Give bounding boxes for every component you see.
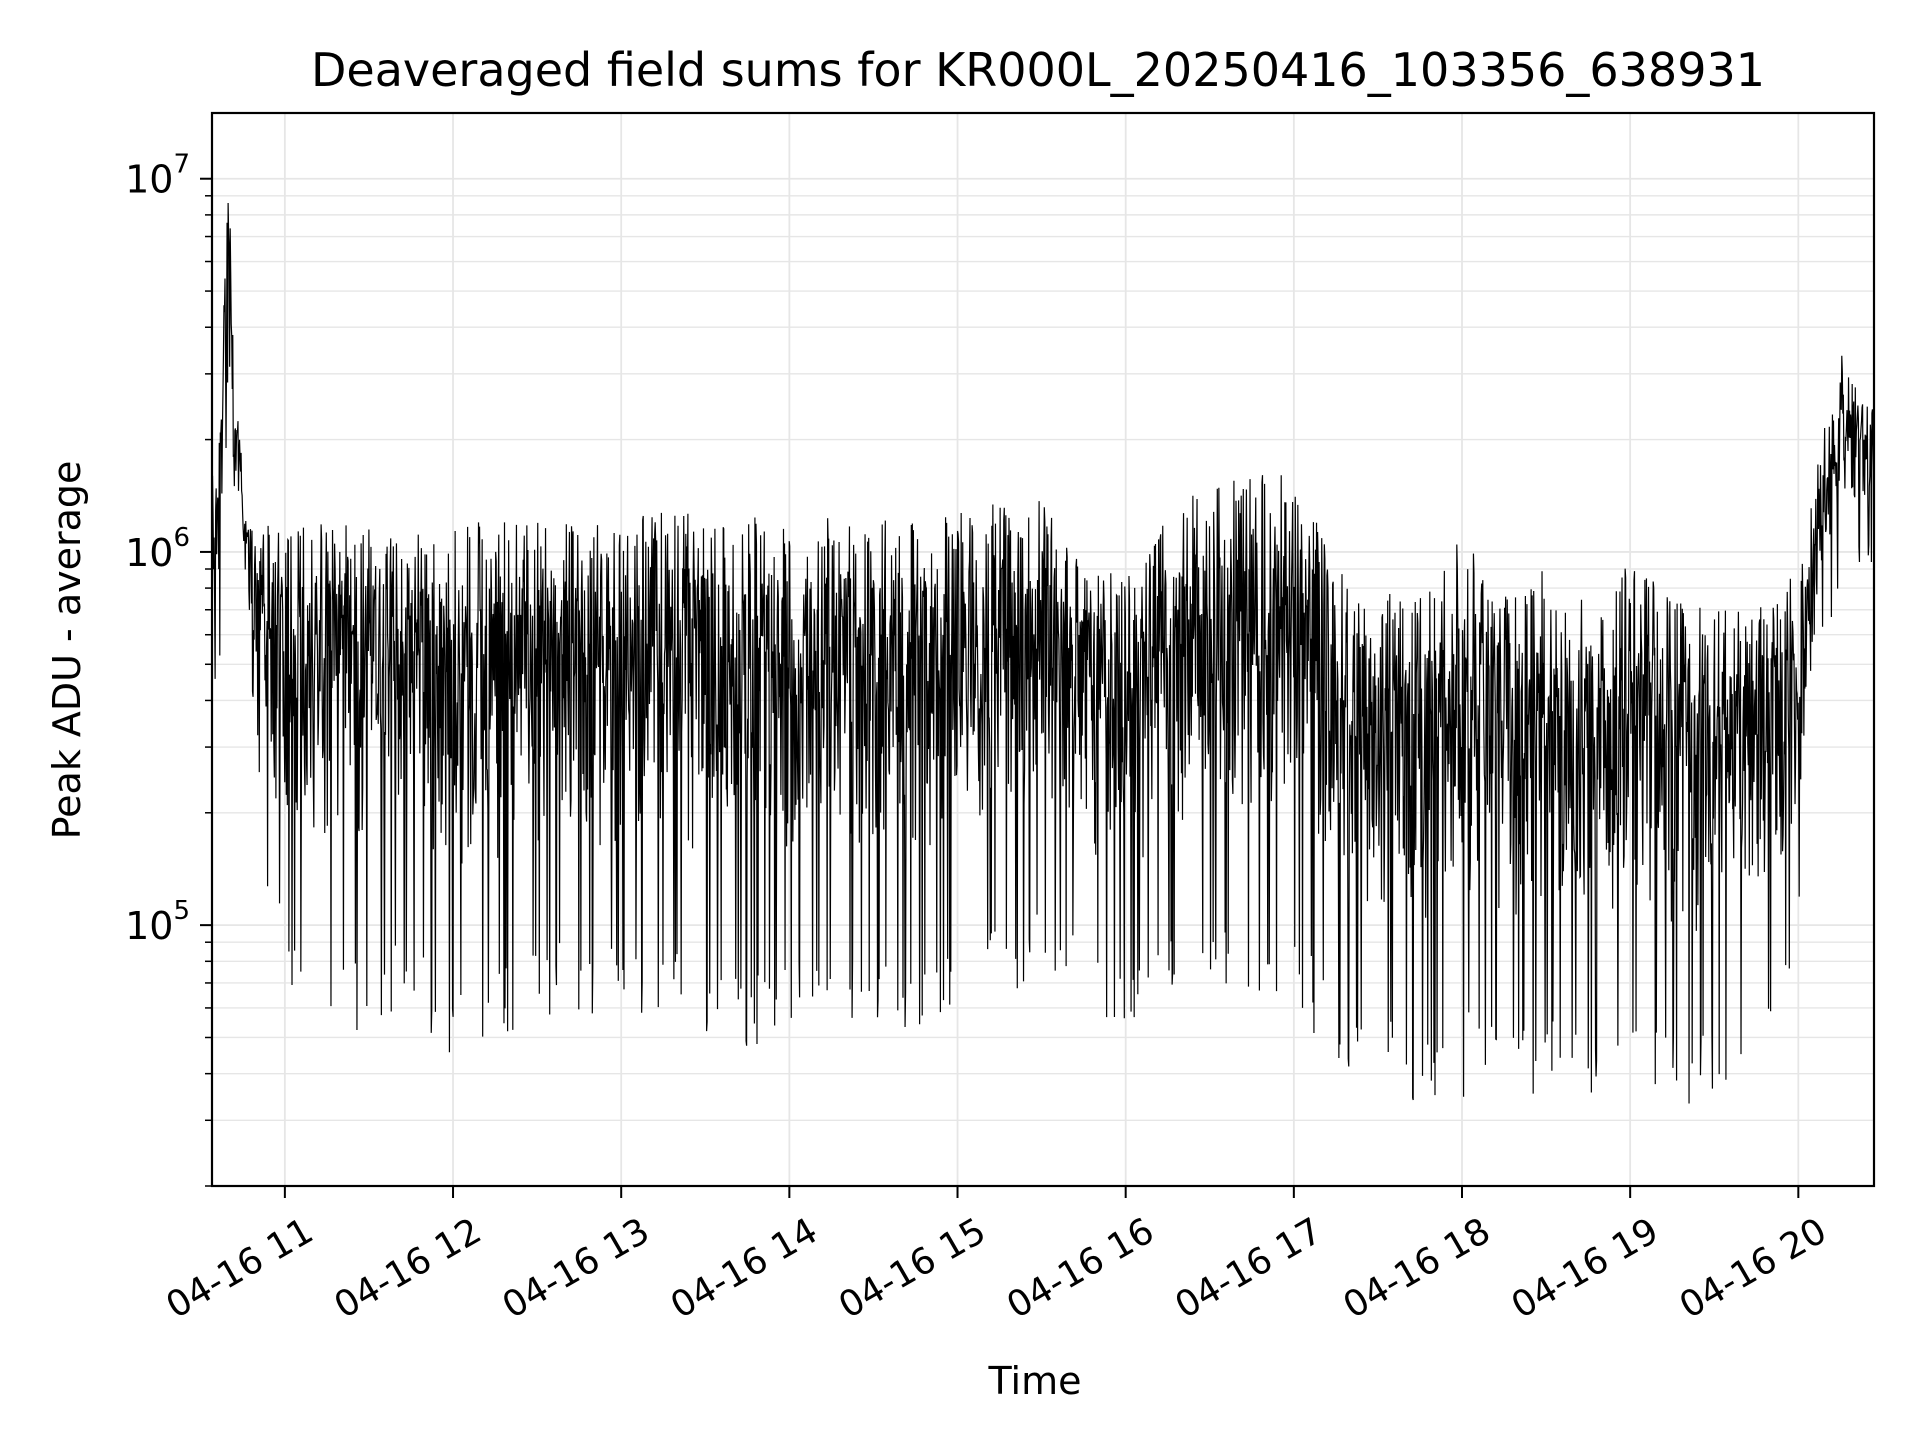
y-tick-label: 106 xyxy=(125,523,190,575)
y-axis-label: Peak ADU - average xyxy=(45,461,89,840)
x-axis-label: Time xyxy=(988,1359,1082,1403)
y-tick-label: 107 xyxy=(125,150,190,202)
series-layer xyxy=(211,203,1875,1104)
y-tick-label: 105 xyxy=(125,896,190,948)
y-axis: 105 106 107 xyxy=(125,150,212,1187)
plot-frame xyxy=(210,111,1876,1188)
series-line xyxy=(211,203,1875,1104)
chart-title: Deaveraged field sums for KR000L_2025041… xyxy=(311,43,1765,97)
